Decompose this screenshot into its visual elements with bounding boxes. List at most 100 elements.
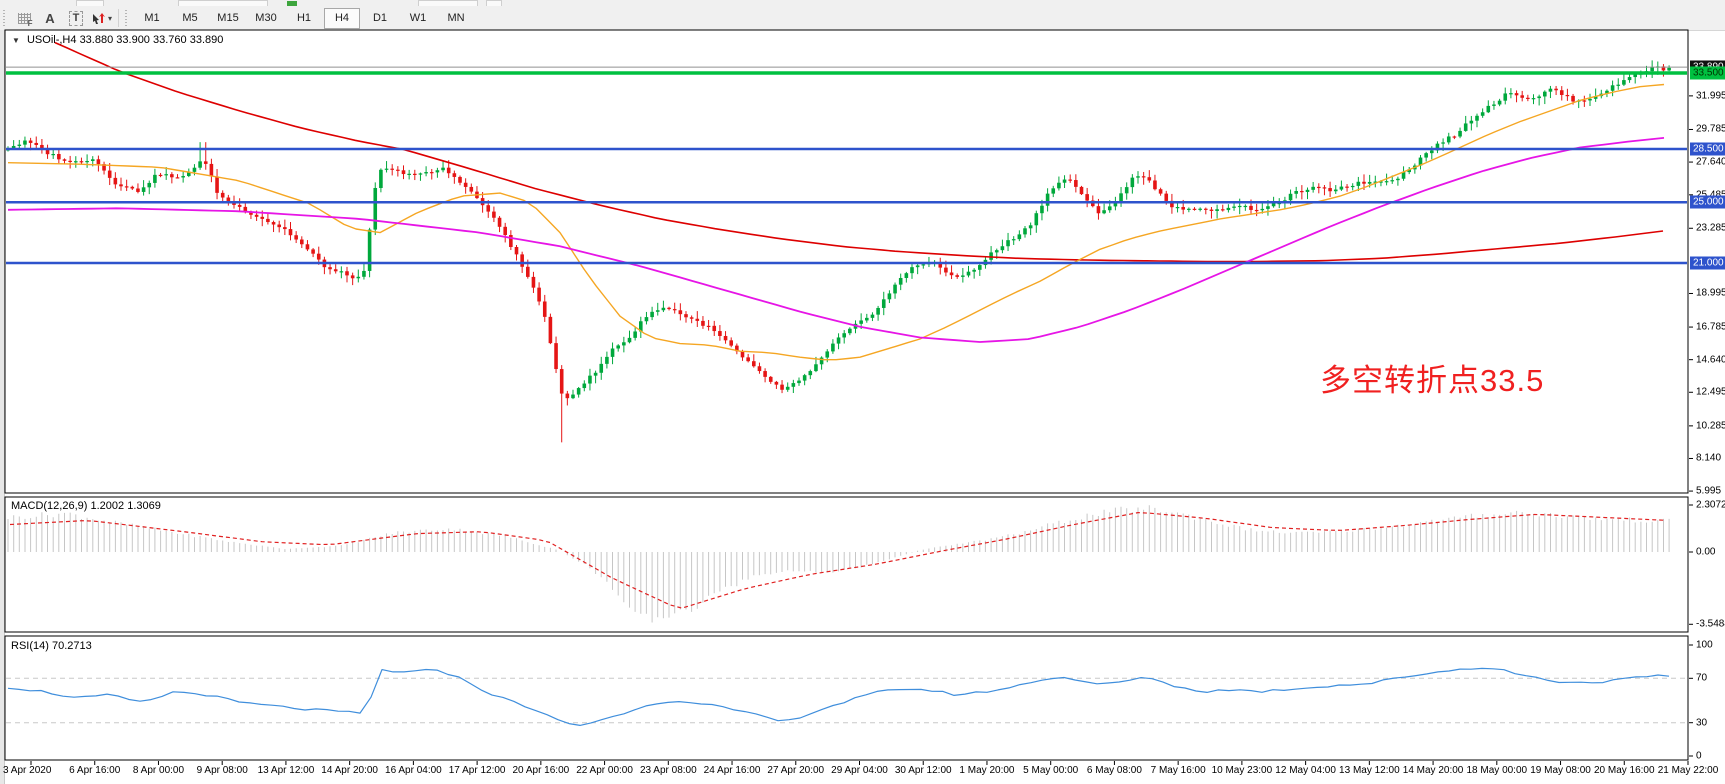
toolbar: F A T ▾ M1 M5 M15 M30 H1 H4 D1 W1 MN (0, 6, 1725, 31)
rsi-value: 70.2713 (51, 640, 92, 652)
time-axis-label: 3 Apr 2020 (3, 765, 52, 776)
price-tick-label: 10.285 (1696, 420, 1725, 432)
ohlc-open: 33.880 (79, 34, 114, 46)
rsi-tick-label: 100 (1696, 639, 1713, 651)
font-tool-icon[interactable]: A (45, 10, 55, 26)
arrows-tool-icon[interactable]: ▾ (90, 7, 114, 29)
time-axis-label: 21 May 22:00 (1657, 765, 1719, 776)
time-axis-label: 12 May 04:00 (1275, 765, 1336, 776)
macd-tick-label: 2.3072 (1696, 499, 1725, 511)
chart-collapse-icon[interactable]: ▼ (12, 36, 20, 45)
macd-tick-label: 0.00 (1696, 546, 1716, 558)
price-tick-label: 29.785 (1696, 123, 1725, 135)
price-tick-label: 25.485 (1696, 189, 1725, 200)
ohlc-close: 33.890 (189, 34, 224, 46)
time-axis-label: 20 Apr 16:00 (512, 765, 570, 776)
time-axis-label: 30 Apr 12:00 (894, 765, 952, 776)
price-tick-label: 14.640 (1696, 354, 1725, 366)
time-axis-label: 1 May 20:00 (959, 765, 1015, 776)
time-axis-label: 14 May 20:00 (1402, 765, 1464, 776)
time-axis-label: 5 May 00:00 (1023, 765, 1079, 776)
ma-long-magenta (7, 137, 1665, 343)
dropdown-caret-icon[interactable]: ▾ (107, 13, 112, 23)
price-line-badge-33.500: 33.500 (1690, 66, 1725, 80)
price-line-badge-21.000: 21.000 (1690, 256, 1725, 270)
time-axis-label: 8 Apr 00:00 (132, 765, 185, 776)
macd-tick-label: -3.5484 (1696, 618, 1725, 630)
time-axis-label: 29 Apr 04:00 (831, 765, 888, 776)
timeframe-group: M1 M5 M15 M30 H1 H4 D1 W1 MN (133, 7, 475, 29)
toolbar-separator (118, 9, 119, 27)
timeframe-button-M30[interactable]: M30 (255, 12, 277, 24)
ma-mid-orange (7, 83, 1665, 361)
cut-button (486, 0, 502, 6)
timeframe-button-D1[interactable]: D1 (372, 12, 388, 24)
timeframe-button-H4[interactable]: H4 (324, 7, 360, 29)
time-axis-label: 18 May 00:00 (1466, 765, 1528, 776)
grid-glyph: F (17, 12, 33, 28)
time-axis-label: 19 May 08:00 (1530, 765, 1591, 776)
time-axis-label: 13 Apr 12:00 (257, 765, 315, 776)
macd-value-main: 1.2002 (90, 500, 125, 512)
axis-tick-marks (30, 95, 1693, 765)
macd-value-signal: 1.3069 (127, 500, 161, 512)
price-tick-label: 27.640 (1696, 156, 1725, 168)
time-axis-label: 23 Apr 08:00 (639, 765, 697, 776)
toolbar-drag-handle[interactable] (124, 10, 130, 26)
time-axis-label: 17 Apr 12:00 (448, 765, 506, 776)
timeframe-button-MN[interactable]: MN (447, 12, 465, 24)
cut-button (418, 0, 478, 6)
time-axis-label: 6 Apr 16:00 (69, 765, 121, 776)
chart-annotation-text: 多空转折点33.5 (1320, 363, 1545, 398)
cut-button (76, 0, 104, 6)
time-axis-label: 22 Apr 00:00 (576, 765, 633, 776)
time-axis-label: 16 Apr 04:00 (385, 765, 442, 776)
time-axis-label: 7 May 16:00 (1150, 765, 1206, 776)
time-axis-label: 27 Apr 20:00 (767, 765, 825, 776)
timeframe-button-H1[interactable]: H1 (296, 12, 312, 24)
timeframe-button-M5[interactable]: M5 (182, 12, 198, 24)
rsi-line (7, 667, 1670, 727)
rsi-tick-label: 70 (1696, 672, 1708, 684)
price-line-badge-25.000: 25.000 (1690, 195, 1725, 209)
price-tick-label: 16.785 (1696, 321, 1725, 333)
timeframe-button-W1[interactable]: W1 (409, 12, 427, 24)
chart-title: ▼ USOil-,H4 33.880 33.900 33.760 33.890 (12, 34, 223, 46)
rsi-tick-label: 30 (1696, 717, 1708, 729)
time-axis-label: 13 May 12:00 (1339, 765, 1400, 776)
rsi-panel[interactable] (4, 635, 1689, 761)
time-axis-label: 14 Apr 20:00 (321, 765, 378, 776)
timeframe-button-M1[interactable]: M1 (144, 12, 160, 24)
time-axis-label: 20 May 16:00 (1593, 765, 1655, 776)
macd-panel[interactable] (4, 496, 1689, 633)
ohlc-low: 33.760 (153, 34, 187, 46)
time-axis-label: 9 Apr 08:00 (196, 765, 248, 776)
ma-slow-red (54, 41, 1664, 263)
price-tick-label: 31.995 (1696, 90, 1725, 102)
main-chart-panel[interactable] (4, 29, 1689, 494)
price-tick-label: 5.995 (1696, 485, 1722, 497)
price-tick-label: 12.495 (1696, 386, 1725, 398)
time-axis-label: 6 May 08:00 (1086, 765, 1142, 776)
price-tick-label: 8.140 (1696, 452, 1722, 464)
rsi-tick-label: 0 (1696, 750, 1702, 762)
arrows-icon (92, 12, 105, 24)
price-line-badge-28.500: 28.500 (1690, 142, 1725, 156)
rsi-indicator-label: RSI(14) 70.2713 (11, 640, 92, 652)
price-tick-label: 18.995 (1696, 287, 1725, 299)
timeframe-button-M15[interactable]: M15 (217, 12, 239, 24)
macd-signal-line (9, 511, 1667, 609)
cut-green-icon (287, 1, 297, 6)
price-tick-label: 23.285 (1696, 222, 1725, 234)
time-axis-label: 10 May 23:00 (1211, 765, 1273, 776)
profile-grid-icon[interactable]: F (12, 7, 36, 29)
text-label-tool-icon[interactable]: T (64, 7, 88, 29)
macd-indicator-label: MACD(12,26,9) 1.2002 1.3069 (11, 500, 161, 512)
chart-symbol: USOil-,H4 (26, 34, 77, 46)
time-axis-label: 24 Apr 16:00 (703, 765, 761, 776)
cut-button (178, 0, 268, 6)
toolbar-drag-handle[interactable] (2, 10, 8, 26)
ohlc-high: 33.900 (116, 34, 150, 46)
